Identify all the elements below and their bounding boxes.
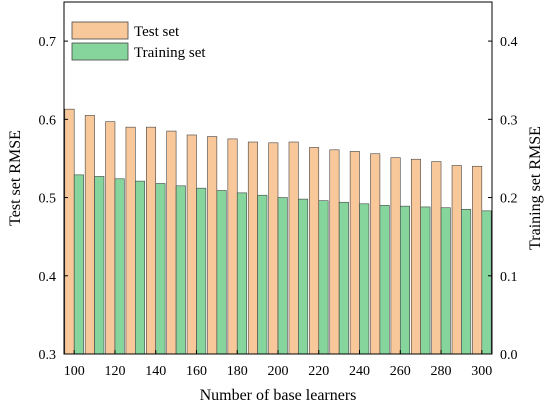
- bar-training-set-130: [135, 180, 146, 355]
- bar-training-set-250: [379, 205, 390, 355]
- bar-training-set-190: [257, 194, 268, 355]
- bar-training-set-240: [359, 203, 370, 355]
- bar-training-set-210: [298, 198, 309, 355]
- legend-label-test-set: Test set: [134, 24, 180, 40]
- bar-test-set-250: [370, 153, 381, 355]
- legend-swatch-test-set: [71, 21, 129, 40]
- bar-training-set-280: [440, 207, 451, 355]
- y-right-tick-label-4: 0.4: [500, 35, 518, 50]
- bar-training-set-200: [277, 197, 288, 355]
- bar-test-set-150: [166, 130, 177, 355]
- x-tick-label-300: 300: [471, 364, 492, 379]
- bar-test-set-300: [472, 165, 483, 355]
- bar-training-set-270: [420, 206, 431, 355]
- bar-test-set-170: [207, 136, 218, 355]
- bar-training-set-140: [155, 183, 166, 355]
- bar-test-set-160: [186, 134, 197, 355]
- y-left-tick-label-4: 0.7: [39, 35, 57, 50]
- x-tick-label-220: 220: [308, 364, 329, 379]
- bar-training-set-160: [196, 187, 207, 355]
- bars-layer: [64, 108, 492, 355]
- bar-training-set-290: [461, 208, 472, 355]
- bar-test-set-210: [288, 141, 299, 355]
- x-tick-label-280: 280: [431, 364, 452, 379]
- bar-training-set-180: [236, 192, 247, 355]
- bar-test-set-110: [84, 115, 95, 355]
- x-axis-label: Number of base learners: [200, 387, 357, 404]
- bar-test-set-230: [329, 149, 340, 355]
- bar-test-set-260: [390, 157, 401, 355]
- bar-training-set-120: [114, 178, 125, 355]
- y-axis-left-label: Test set RMSE: [7, 130, 24, 226]
- bar-training-set-150: [175, 185, 186, 355]
- x-tick-label-180: 180: [227, 364, 248, 379]
- bar-test-set-240: [349, 151, 360, 355]
- bar-test-set-290: [451, 165, 462, 355]
- y-right-tick-label-3: 0.3: [500, 113, 518, 128]
- bar-test-set-120: [105, 121, 116, 355]
- bar-training-set-230: [338, 201, 349, 355]
- bar-test-set-190: [247, 141, 258, 355]
- x-tick-label-100: 100: [64, 364, 85, 379]
- bar-test-set-220: [309, 147, 320, 355]
- x-tick-label-140: 140: [145, 364, 166, 379]
- legend: Test set Training set: [71, 21, 206, 61]
- y-left-tick-label-0: 0.3: [39, 348, 57, 363]
- bar-test-set-180: [227, 138, 238, 355]
- x-tick-label-120: 120: [104, 364, 125, 379]
- x-tick-label-260: 260: [390, 364, 411, 379]
- bar-training-set-100: [73, 174, 84, 355]
- y-left-tick-label-2: 0.5: [39, 192, 57, 207]
- y-left-tick-label-3: 0.6: [39, 113, 57, 128]
- bar-test-set-280: [431, 161, 442, 355]
- legend-swatch-training-set: [71, 42, 129, 61]
- bar-training-set-110: [94, 176, 105, 355]
- bar-test-set-140: [146, 126, 157, 355]
- y-axis-right-label: Training set RMSE: [527, 126, 544, 250]
- bar-test-set-200: [268, 142, 279, 355]
- ticks-layer: 100 120 140 160 180 200 220 240 260 280 300 0.3 0.4 0…: [39, 35, 518, 379]
- y-right-tick-label-1: 0.1: [500, 270, 518, 285]
- bar-training-set-260: [399, 205, 410, 355]
- legend-label-training-set: Training set: [134, 45, 206, 61]
- bar-training-set-220: [318, 200, 329, 355]
- x-tick-label-160: 160: [186, 364, 207, 379]
- bar-training-set-170: [216, 190, 227, 355]
- x-tick-label-200: 200: [268, 364, 289, 379]
- bar-training-set-300: [481, 210, 492, 355]
- y-left-tick-label-1: 0.4: [39, 270, 57, 285]
- bar-test-set-130: [125, 126, 136, 355]
- y-right-tick-label-0: 0.0: [500, 348, 518, 363]
- bar-test-set-100: [64, 108, 75, 355]
- x-tick-label-240: 240: [349, 364, 370, 379]
- bar-test-set-270: [410, 158, 421, 355]
- y-right-tick-label-2: 0.2: [500, 192, 518, 207]
